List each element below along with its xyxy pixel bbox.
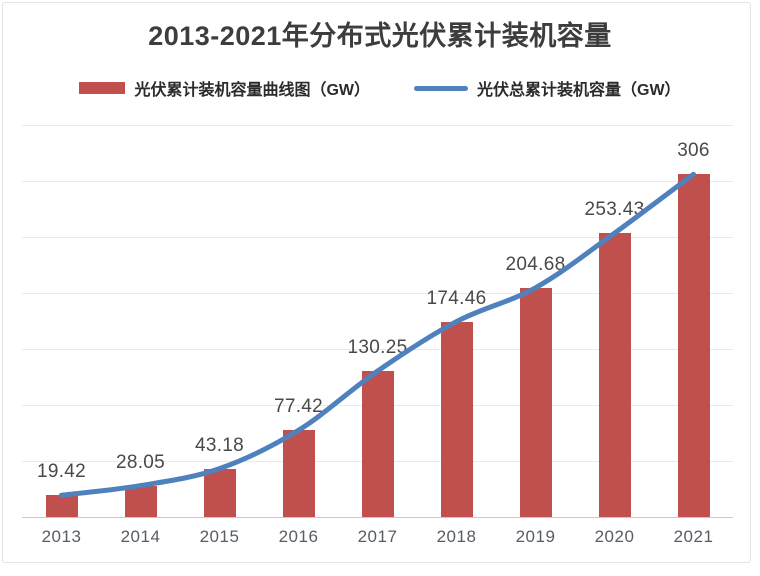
data-label-2016: 77.42: [273, 396, 324, 418]
legend: 光伏累计装机容量曲线图（GW） 光伏总累计装机容量（GW）: [0, 76, 760, 100]
data-label-2020: 253.43: [584, 199, 645, 221]
legend-item-bar-series: 光伏累计装机容量曲线图（GW）: [79, 76, 370, 100]
legend-label-bar-series: 光伏累计装机容量曲线图（GW）: [134, 82, 370, 99]
bar-2018: [440, 321, 473, 517]
x-tick-2014: 2014: [120, 527, 161, 546]
data-label-2015: 43.18: [194, 434, 245, 456]
x-tick-2017: 2017: [357, 527, 398, 546]
data-label-2017: 130.25: [347, 337, 408, 359]
bar-2019: [519, 287, 552, 517]
x-tick-2013: 2013: [41, 527, 82, 546]
bar-2021: [677, 174, 710, 517]
bar-2017: [361, 371, 394, 517]
x-tick-2019: 2019: [515, 527, 556, 546]
bar-2016: [282, 430, 315, 517]
gridline-300: [22, 181, 733, 182]
data-label-2013: 19.42: [36, 461, 87, 483]
gridline-200: [22, 293, 733, 294]
bar-2020: [598, 233, 631, 517]
line-series: [59, 171, 696, 498]
chart-title: 2013-2021年分布式光伏累计装机容量: [148, 21, 612, 51]
line-series-path: [59, 171, 696, 498]
x-tick-2015: 2015: [199, 527, 240, 546]
data-label-2018: 174.46: [426, 287, 487, 309]
gridline-350: [22, 125, 733, 126]
x-axis-line: [22, 517, 733, 518]
x-axis: 2013 2014 2015 2016 2017 2018 2019 2020 2021: [22, 527, 733, 555]
x-tick-2016: 2016: [278, 527, 319, 546]
gridline-150: [22, 349, 733, 350]
data-label-2021: 306: [677, 140, 710, 162]
x-tick-2020: 2020: [594, 527, 635, 546]
bar-series-swatch-icon: [79, 82, 126, 94]
bar-2014: [124, 485, 157, 517]
legend-item-line-series: 光伏总累计装机容量（GW）: [414, 76, 681, 100]
data-label-2014: 28.05: [115, 451, 166, 473]
gridline-250: [22, 237, 733, 238]
bar-2013: [45, 495, 78, 517]
x-tick-2021: 2021: [673, 527, 714, 546]
bar-2015: [203, 468, 236, 517]
legend-label-line-series: 光伏总累计装机容量（GW）: [477, 82, 681, 99]
x-tick-2018: 2018: [436, 527, 477, 546]
plot-area: 19.42 28.05 43.18 77.42 130.25 174.46 204.68 25…: [22, 125, 733, 518]
data-label-2019: 204.68: [505, 253, 566, 275]
line-series-swatch-icon: [414, 85, 468, 91]
